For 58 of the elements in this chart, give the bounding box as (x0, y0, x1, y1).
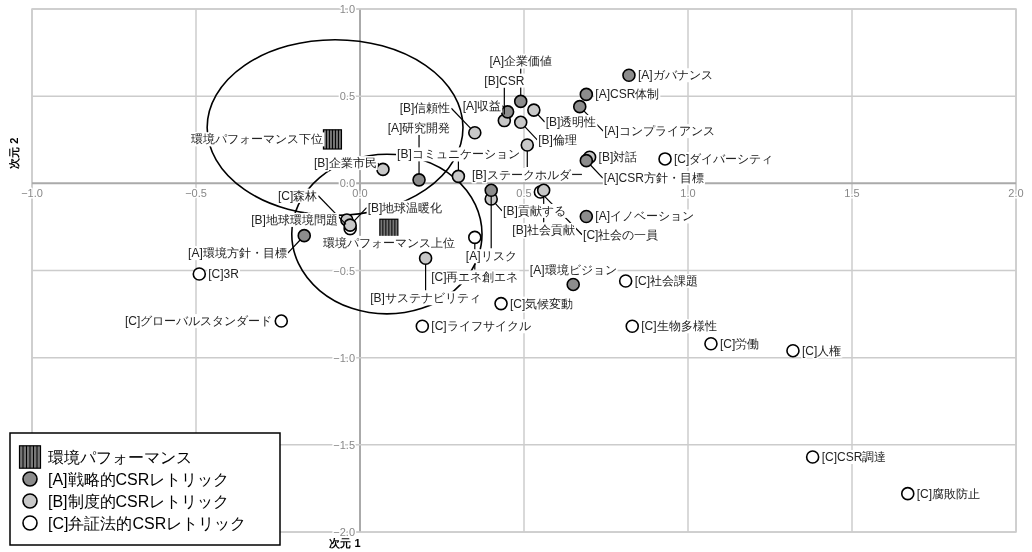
legend-label: [A]戦略的CSRレトリック (48, 471, 230, 488)
annotation: [A]企業価値 (489, 54, 553, 69)
annotation: [A]ガバナンス (637, 68, 713, 83)
annotation: [C]ダイバーシティ (674, 151, 774, 166)
annotation: [C]グローバルスタンダード (124, 314, 273, 329)
annotation: [C]CSR調達 (821, 450, 887, 465)
annotation: [B]CSR (484, 73, 525, 88)
legend-label: 環境パフォーマンス (48, 449, 192, 466)
annotation: [C]森林 (277, 188, 318, 203)
annotation: [C]3R (208, 266, 240, 281)
annotation: [A]環境ビジョン (529, 263, 617, 278)
x-tick-label: 1.5 (844, 187, 860, 200)
annotation: [B]コミュニケーション (397, 147, 520, 162)
annotation: [B]信頼性 (399, 101, 451, 116)
annotation: [C]生物多様性 (641, 319, 717, 334)
annotation: 環境パフォーマンス下位 (191, 132, 324, 147)
annotation: [A]リスク (465, 249, 517, 264)
annotation: [B]透明性 (545, 115, 597, 130)
annotation: [B]ステークホルダー (471, 167, 583, 182)
annotation: [C]人権 (801, 343, 842, 358)
annotation: [B]企業市民 (313, 156, 377, 171)
annotation: [C]労働 (719, 336, 760, 351)
x-tick-label: 2.0 (1008, 187, 1024, 200)
x-tick-label: 0.5 (516, 187, 532, 200)
y-tick-label: −1.0 (333, 351, 355, 364)
annotation: [C]ライフサイクル (431, 319, 531, 334)
annotation: [A]コンプライアンス (604, 124, 715, 139)
y-tick-label: −2.0 (333, 526, 355, 538)
x-tick-label: −0.5 (185, 187, 207, 200)
annotation: [B]地球温暖化 (367, 200, 443, 215)
x-axis-title: 次元 1 (329, 537, 361, 549)
annotation: [A]CSR体制 (595, 87, 660, 102)
annotation: [A]環境方針・目標 (188, 246, 287, 261)
y-tick-label: −1.5 (333, 438, 355, 451)
annotation: [C]気候変動 (510, 296, 574, 311)
annotation: [C]社会の一員 (583, 227, 659, 242)
x-tick-label: 1.0 (680, 187, 696, 200)
annotation: [B]地球環境問題 (251, 212, 338, 227)
annotation: [A]CSR方針・目標 (603, 171, 704, 186)
annotation: [A]研究開発 (387, 120, 451, 135)
annotation: [A]イノベーション (595, 209, 694, 224)
annotation: [C]再エネ創エネ (431, 270, 519, 285)
y-tick-label: −0.5 (333, 264, 355, 277)
y-tick-label: 0.5 (339, 90, 355, 103)
annotation: [C]社会課題 (634, 273, 699, 288)
annotation: [B]貢献する (503, 203, 566, 218)
annotation: [B]社会貢献 (512, 223, 576, 238)
y-axis-title: 次元 2 (8, 137, 20, 169)
annotation: 環境パフォーマンス上位 (322, 235, 455, 250)
annotation: [B]対話 (598, 150, 638, 165)
x-tick-label: −1.0 (21, 187, 43, 200)
annotation: [C]腐敗防止 (916, 486, 981, 501)
annotation: [B]サステナビリティ (370, 291, 481, 306)
annotation: [A]収益 (462, 98, 502, 113)
legend-label: [C]弁証法的CSRレトリック (48, 515, 247, 532)
legend-label: [B]制度的CSRレトリック (48, 493, 230, 510)
annotation: [B]倫理 (538, 132, 577, 147)
y-tick-label: 1.0 (339, 3, 355, 15)
